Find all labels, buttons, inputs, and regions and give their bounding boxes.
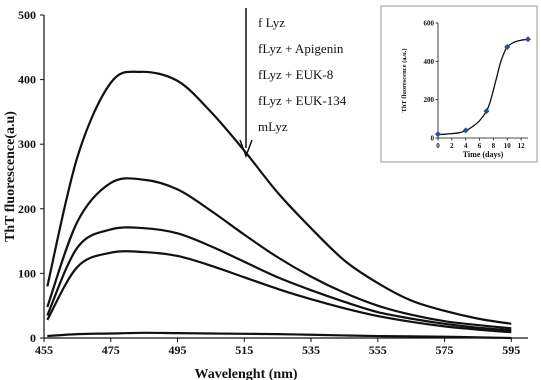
x-tick-label: 555 bbox=[369, 343, 387, 357]
inset-y-tick-label: 400 bbox=[424, 58, 435, 66]
series-line bbox=[46, 250, 512, 334]
x-tick-label: 595 bbox=[502, 343, 520, 357]
legend-label: fLyz + EUK-134 bbox=[258, 93, 347, 108]
x-tick-label: 455 bbox=[35, 343, 53, 357]
y-tick-label: 300 bbox=[18, 137, 36, 151]
inset-data-point bbox=[504, 43, 511, 50]
inset-fit-curve bbox=[437, 38, 529, 136]
series-line bbox=[46, 177, 512, 330]
y-tick-label: 200 bbox=[18, 202, 36, 216]
inset-x-axis-title: Time (days) bbox=[463, 150, 504, 159]
inset-x-tick-label: 12 bbox=[518, 142, 526, 150]
inset-y-axis-title: ThT fluorescence (a.u.) bbox=[401, 48, 408, 112]
inset-data-point bbox=[525, 36, 531, 43]
x-axis-title: Wavelenght (nm) bbox=[194, 367, 297, 380]
inset-data-point bbox=[435, 131, 441, 138]
x-tick-label: 475 bbox=[102, 343, 120, 357]
inset-data-point bbox=[483, 108, 490, 115]
trend-arrow-head bbox=[239, 139, 253, 159]
inset-y-tick-label: 200 bbox=[424, 96, 435, 104]
series-line bbox=[46, 226, 512, 332]
legend-label: f Lyz bbox=[258, 15, 285, 30]
series-line bbox=[47, 331, 512, 340]
legend-label: fLyz + Apigenin bbox=[258, 41, 344, 56]
legend-label: fLyz + EUK-8 bbox=[258, 67, 333, 82]
inset-x-tick-label: 2 bbox=[450, 142, 454, 150]
legend-label: mLyz bbox=[258, 119, 288, 134]
inset-x-tick-label: 6 bbox=[478, 142, 482, 150]
inset-x-tick-label: 10 bbox=[504, 142, 512, 150]
x-tick-label: 575 bbox=[436, 343, 454, 357]
inset-x-tick-label: 0 bbox=[436, 142, 440, 150]
x-tick-label: 515 bbox=[235, 343, 253, 357]
y-tick-label: 500 bbox=[18, 8, 36, 22]
series-line bbox=[46, 70, 512, 325]
inset-x-tick-label: 4 bbox=[464, 142, 468, 150]
y-tick-label: 100 bbox=[18, 266, 36, 280]
inset-frame bbox=[380, 5, 538, 163]
x-tick-label: 495 bbox=[169, 343, 187, 357]
y-axis-title: ThT fluorescence(a.u) bbox=[3, 111, 18, 242]
inset-y-tick-label: 0 bbox=[431, 135, 435, 143]
inset-plot: 0 200 400 600 0 2 4 6 8 10 12 Time (days) ThT fluore… bbox=[380, 5, 538, 163]
inset-x-tick-label: 8 bbox=[492, 142, 496, 150]
y-tick-label: 0 bbox=[30, 331, 36, 345]
inset-data-point bbox=[462, 127, 469, 134]
y-tick-label: 400 bbox=[18, 73, 36, 87]
x-tick-label: 535 bbox=[302, 343, 320, 357]
inset-y-tick-label: 600 bbox=[424, 20, 435, 28]
